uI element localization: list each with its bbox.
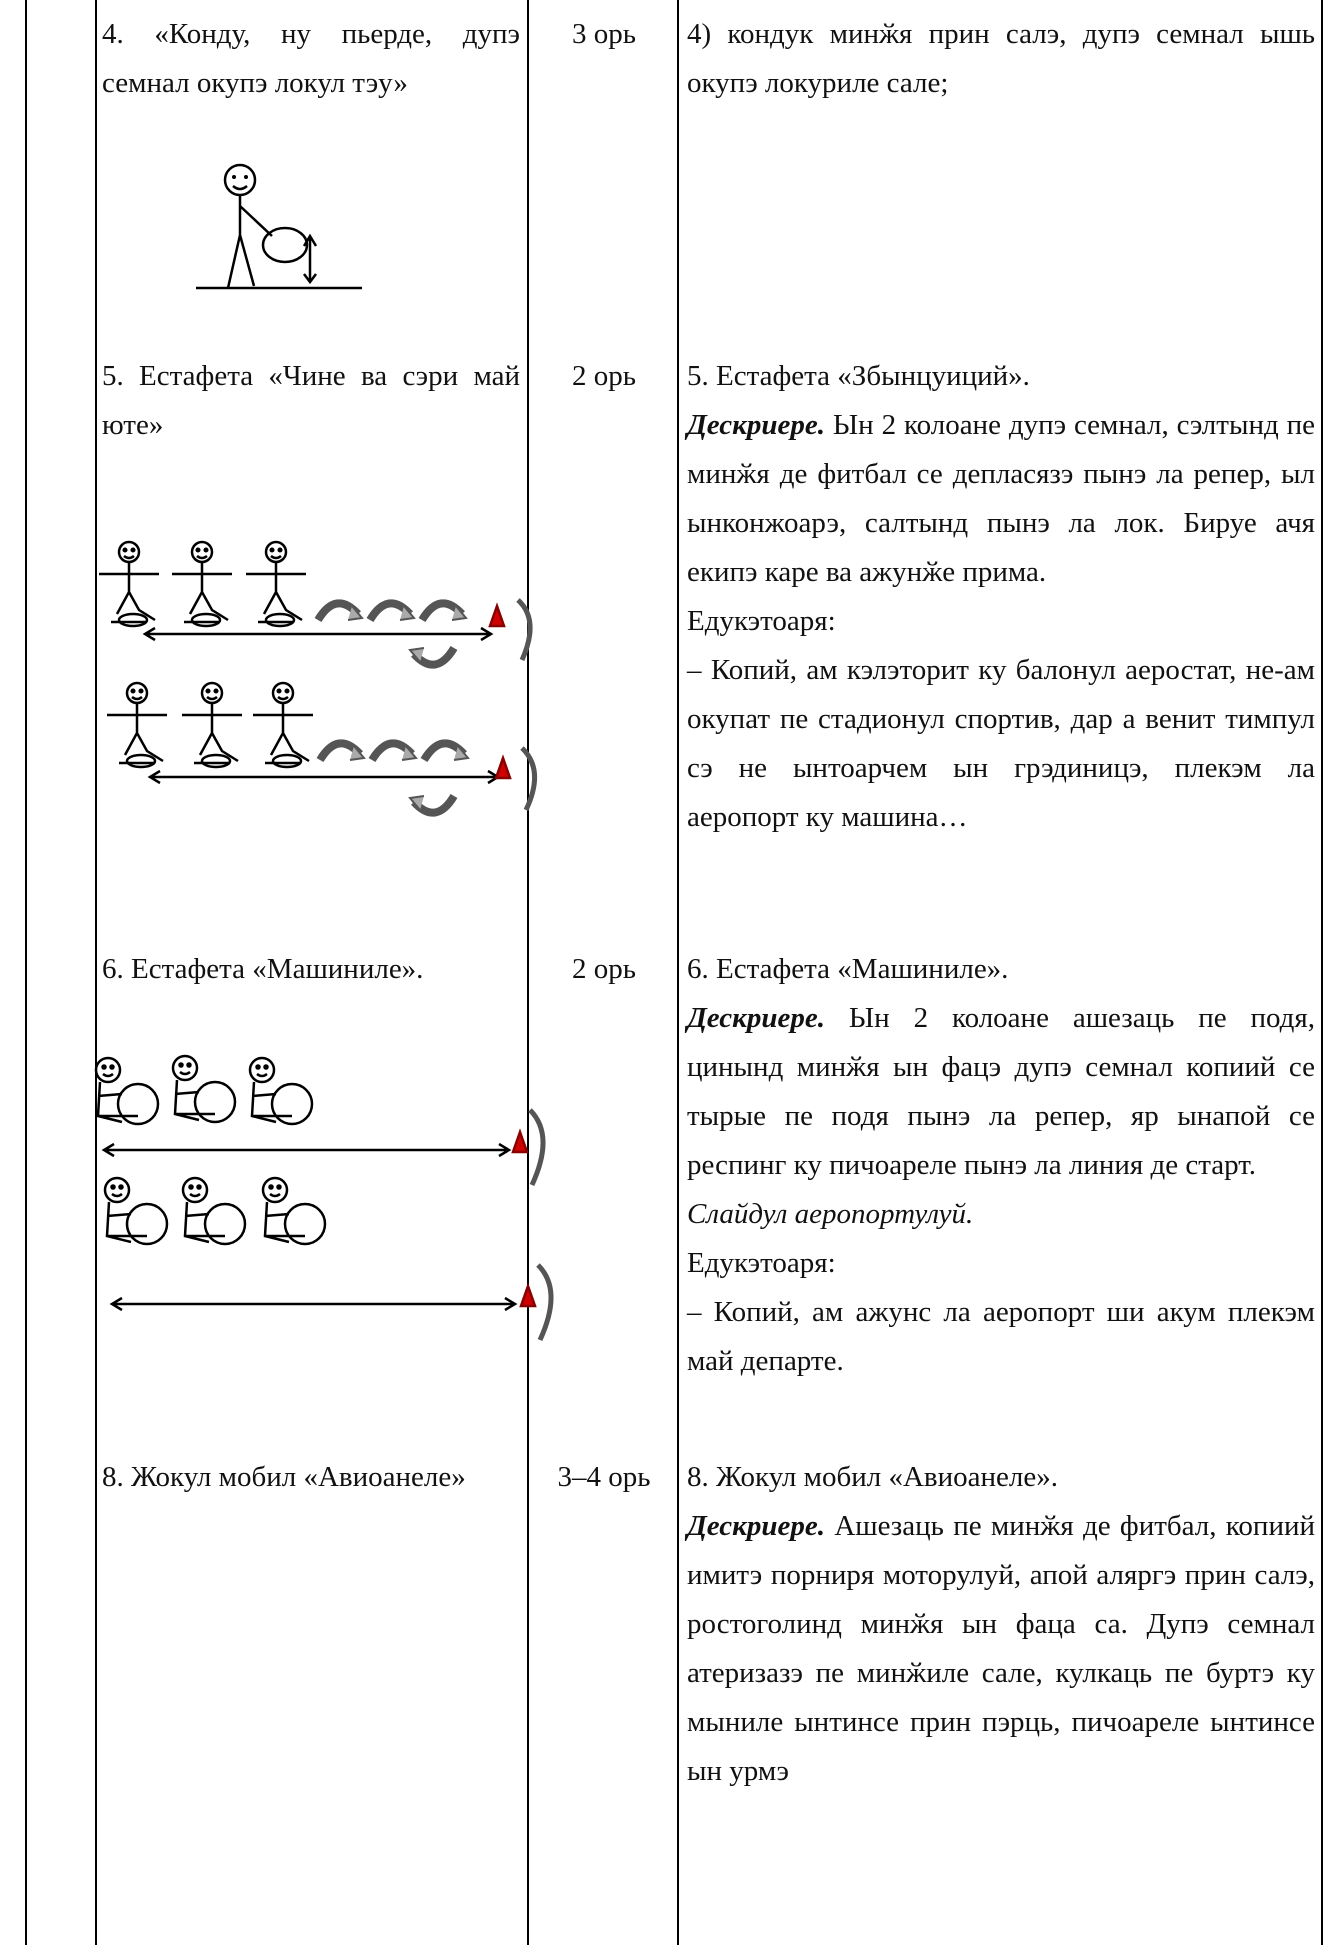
paragraph: Дескриере. Ашезаць пе минӂя де фитбал, к… [687,1502,1315,1796]
paragraph-text: 4) кондук минӂя прин салэ, дупэ семнал ы… [687,18,1315,99]
table-border [95,0,97,1945]
activity-title: 8. Жокул мобил «Авиоанеле» [102,1461,466,1493]
duration: 2 орь [572,360,636,392]
paragraph: 8. Жокул мобил «Авиоанеле». [687,1453,1315,1502]
description-label: Дескриере. [687,1002,825,1034]
paragraph-text: 6. Естафета «Машиниле». [687,953,1009,985]
paragraph: Едукэтоаря: [687,597,1315,646]
paragraph-text: Ын 2 колоане ашезаць пе подя, цинынд мин… [687,1002,1316,1181]
paragraph-text: Ашезаць пе минӂя де фитбал, копиий имитэ… [687,1510,1315,1787]
paragraph-text: 8. Жокул мобил «Авиоанеле». [687,1461,1058,1493]
description: 6. Естафета «Машиниле». Дескриере. Ын 2 к… [687,945,1315,1386]
paragraph: 4) кондук минӂя прин салэ, дупэ семнал ы… [687,10,1315,108]
description-label: Дескриере. [687,409,825,441]
activity-title: 5. Естафета «Чине ва сэри май юте» [102,360,520,441]
table-border [25,0,27,1945]
paragraph: 6. Естафета «Машиниле». [687,945,1315,994]
illustration-cars [94,1054,554,1342]
description: 5. Естафета «Збынцуиций». Дескриере. Ын 2… [687,352,1315,842]
paragraph-text: – Копий, ам ажунс ла аеропорт ши акум пл… [687,1296,1315,1377]
paragraph: – Копий, ам кэлэторит ку балонул аероста… [687,646,1315,842]
duration: 3–4 орь [557,1461,651,1493]
paragraph-text: Едукэтоаря: [687,1247,836,1279]
paragraph: Дескриере. Ын 2 колоане дупэ семнал, сэл… [687,401,1315,597]
activity-title: 6. Естафета «Машиниле». [102,953,424,985]
paragraph: Едукэтоаря: [687,1239,1315,1288]
description: 4) кондук минӂя прин салэ, дупэ семнал ы… [687,10,1315,108]
paragraph-text: – Копий, ам кэлэторит ку балонул аероста… [687,654,1315,833]
paragraph-text: Слайдул аеропортулуй. [687,1198,974,1230]
table-border [1321,0,1323,1945]
duration: 2 орь [572,953,636,985]
paragraph: Дескриере. Ын 2 колоане ашезаць пе подя,… [687,994,1315,1190]
illustration-squat [196,163,362,290]
table-border [677,0,679,1945]
description: 8. Жокул мобил «Авиоанеле». Дескриере. Аш… [687,1453,1315,1796]
paragraph-text: Едукэтоаря: [687,605,836,637]
paragraph-text: 5. Естафета «Збынцуиций». [687,360,1030,392]
duration: 3 орь [572,18,636,50]
paragraph-text: Ын 2 колоане дупэ семнал, сэлтынд пе мин… [687,409,1315,588]
table-border [527,0,529,1945]
activity-title: 4. «Конду, ну пьерде, дупэ семнал окупэ … [102,18,520,99]
paragraph: Слайдул аеропортулуй. [687,1190,1315,1239]
paragraph: – Копий, ам ажунс ла аеропорт ши акум пл… [687,1288,1315,1386]
description-label: Дескриере. [687,1510,825,1542]
illustration-relay [97,540,538,813]
paragraph: 5. Естафета «Збынцуиций». [687,352,1315,401]
